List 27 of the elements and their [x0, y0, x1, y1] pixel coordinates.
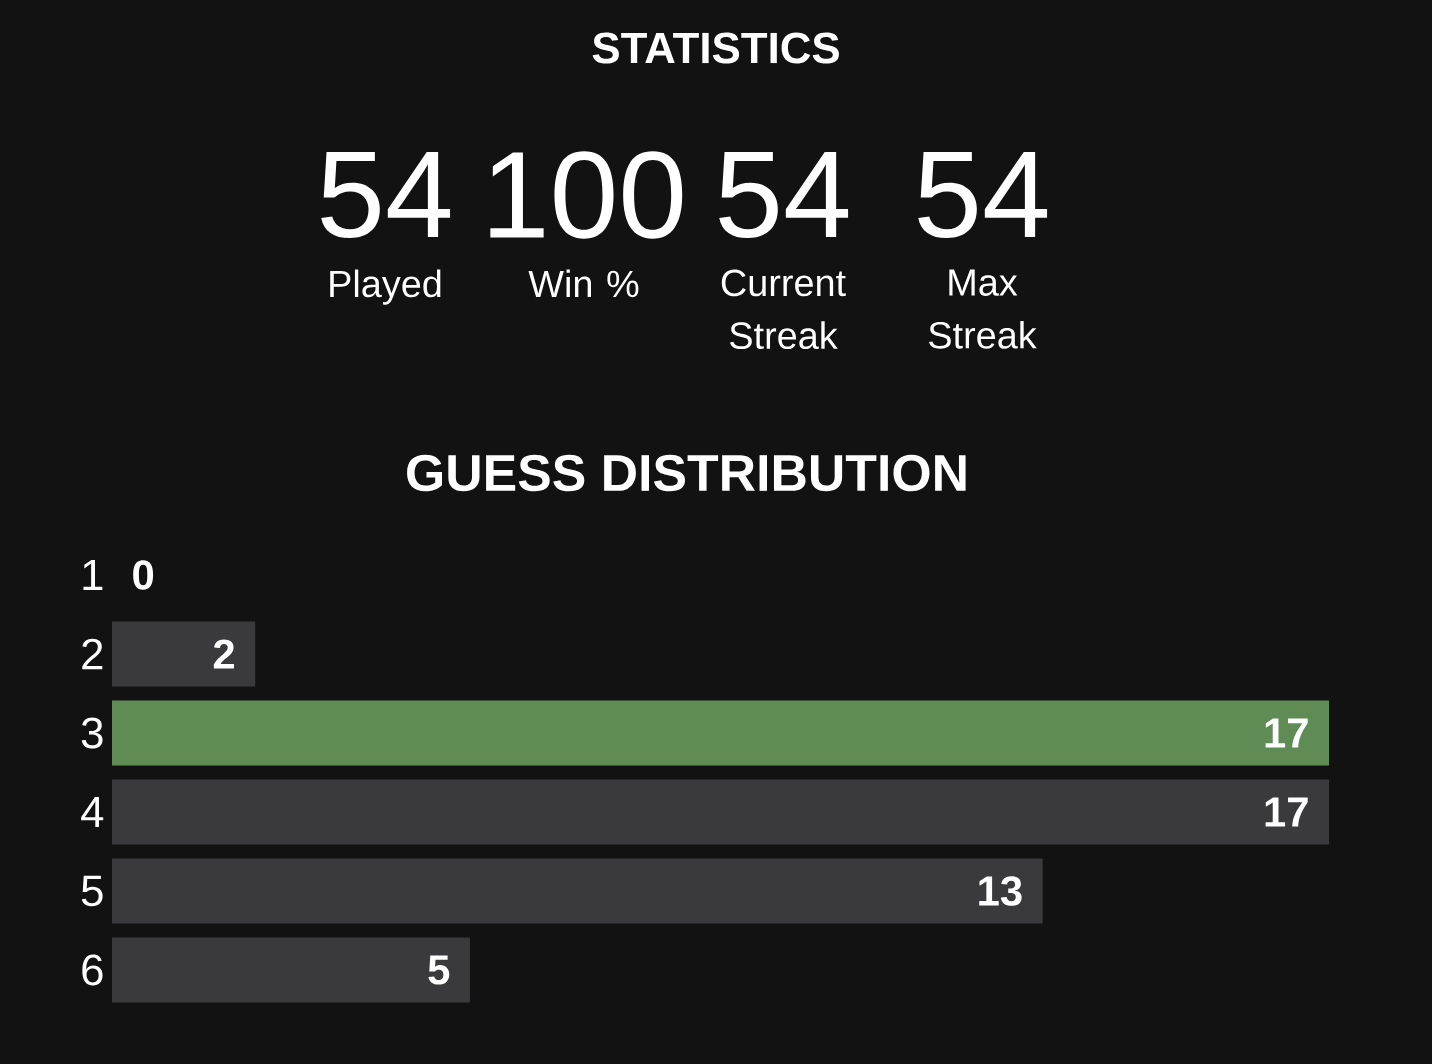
data-label: 100 — [490, 151, 683, 239]
bar — [112, 779, 1330, 845]
category-label: Max Streak — [929, 269, 1037, 349]
y-tick-label: 3 — [81, 717, 103, 749]
bar — [112, 700, 1330, 766]
data-label: 5 — [428, 955, 450, 985]
data-label: 54 — [321, 151, 451, 239]
data-label: 13 — [979, 876, 1022, 906]
data-label: 17 — [1265, 797, 1308, 827]
chart-title: GUESS DISTRIBUTION — [407, 454, 966, 492]
y-tick-label: 5 — [81, 875, 103, 907]
bar — [112, 621, 256, 687]
bar — [112, 858, 1043, 924]
data-label: 17 — [1265, 718, 1308, 748]
data-label: 54 — [719, 151, 849, 239]
y-tick-label: 6 — [82, 954, 103, 986]
category-label: Played — [330, 269, 441, 305]
bar — [112, 937, 470, 1003]
y-tick-label: 4 — [81, 796, 104, 828]
category-label: Win % — [528, 269, 639, 298]
data-label: 2 — [213, 639, 234, 669]
category-label: Current Streak — [721, 269, 846, 350]
text: STATISTICS — [592, 32, 839, 64]
data-label: 54 — [918, 151, 1048, 239]
y-tick-label: 2 — [82, 638, 103, 670]
data-label: 0 — [133, 560, 154, 590]
y-tick-label: 1 — [83, 559, 103, 591]
